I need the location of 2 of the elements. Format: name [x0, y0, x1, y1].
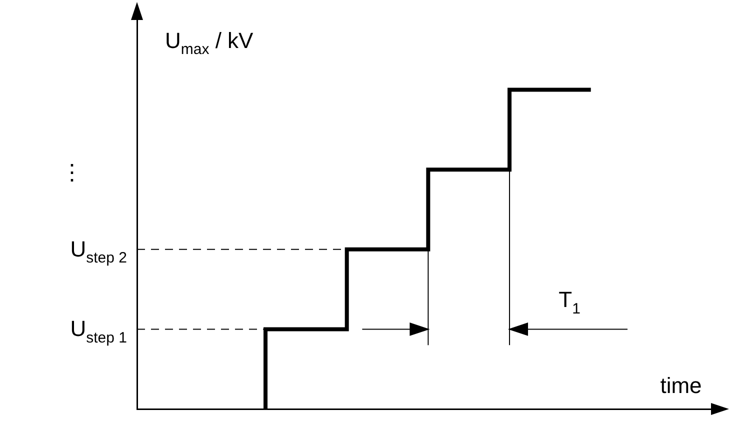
- text: ⋮: [61, 160, 83, 185]
- x-axis-title: time: [660, 373, 702, 398]
